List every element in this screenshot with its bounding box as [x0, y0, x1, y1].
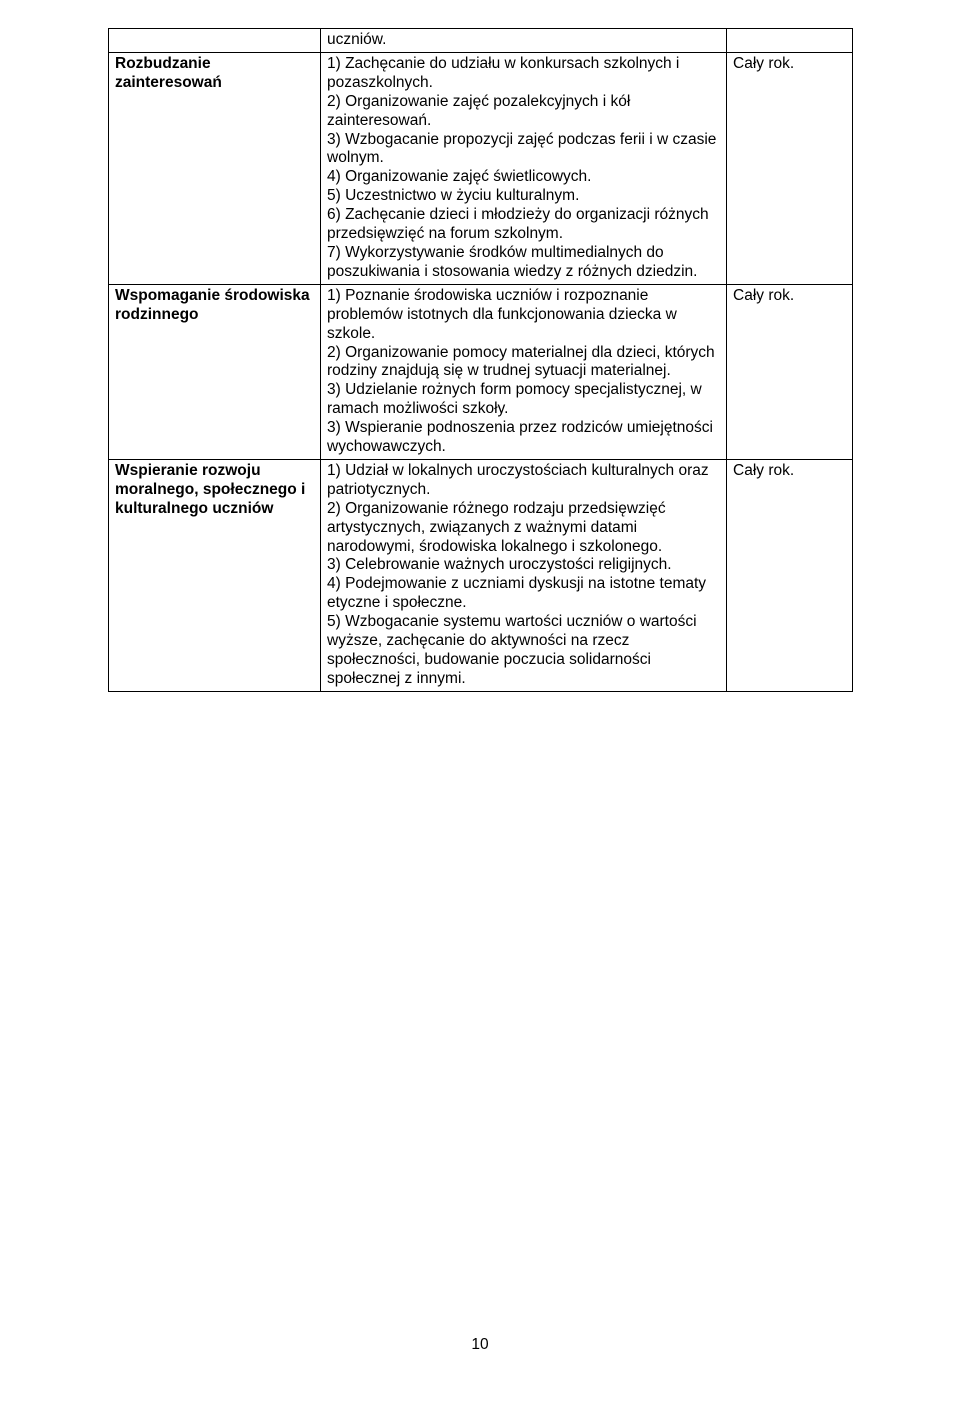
table-row: Wspieranie rozwoju moralnego, społeczneg… [109, 459, 853, 691]
row-label: Wspieranie rozwoju moralnego, społeczneg… [109, 459, 321, 691]
row-body: 1) Udział w lokalnych uroczystościach ku… [321, 459, 727, 691]
row-label: Wspomaganie środowiska rodzinnego [109, 284, 321, 459]
row-label [109, 29, 321, 53]
page-number: 10 [0, 1336, 960, 1354]
row-time: Cały rok. [727, 52, 853, 284]
row-body: 1) Poznanie środowiska uczniów i rozpozn… [321, 284, 727, 459]
row-body: 1) Zachęcanie do udziału w konkursach sz… [321, 52, 727, 284]
table-row: Wspomaganie środowiska rodzinnego 1) Poz… [109, 284, 853, 459]
row-label: Rozbudzanie zainteresowań [109, 52, 321, 284]
row-time: Cały rok. [727, 459, 853, 691]
table-row: Rozbudzanie zainteresowań 1) Zachęcanie … [109, 52, 853, 284]
table-body: uczniów. Rozbudzanie zainteresowań 1) Za… [109, 29, 853, 692]
row-time: Cały rok. [727, 284, 853, 459]
document-page: uczniów. Rozbudzanie zainteresowań 1) Za… [0, 0, 960, 692]
table-row: uczniów. [109, 29, 853, 53]
content-table: uczniów. Rozbudzanie zainteresowań 1) Za… [108, 28, 853, 692]
row-time [727, 29, 853, 53]
row-body: uczniów. [321, 29, 727, 53]
